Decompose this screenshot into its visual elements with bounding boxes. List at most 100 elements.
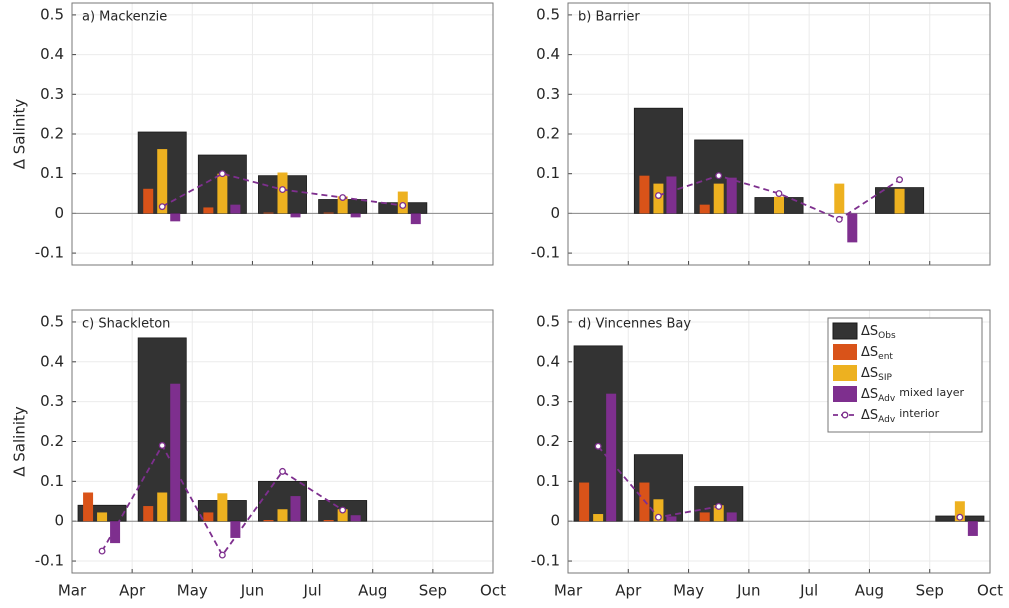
bar xyxy=(170,213,181,222)
panel-title: a) Mackenzie xyxy=(82,10,167,25)
legend-sub: SIP xyxy=(878,373,892,383)
legend-label: ΔSent xyxy=(861,345,893,362)
bar xyxy=(713,505,724,522)
y-tick-label: 0.2 xyxy=(40,125,64,143)
bar xyxy=(143,188,154,214)
y-tick-label: 0.2 xyxy=(536,125,560,143)
bar xyxy=(217,493,228,522)
line-marker xyxy=(158,442,166,449)
line-series xyxy=(101,443,344,557)
bar xyxy=(834,183,845,214)
legend-sub: Adv xyxy=(878,394,896,404)
line-marker xyxy=(715,503,723,510)
bar xyxy=(593,514,604,522)
y-axis-label: Δ Salinity xyxy=(11,99,29,170)
bar xyxy=(217,173,228,214)
y-tick-label: -0.1 xyxy=(531,244,560,262)
bar xyxy=(666,176,677,214)
x-tick-label: Jun xyxy=(736,582,760,600)
legend-label: ΔSObs xyxy=(861,324,896,341)
panel-title: c) Shackleton xyxy=(82,317,170,332)
line-marker xyxy=(654,192,662,199)
bar xyxy=(157,149,168,214)
bar xyxy=(110,521,121,544)
bar xyxy=(726,177,737,214)
y-tick-label: 0.1 xyxy=(40,472,64,490)
bar xyxy=(410,213,421,225)
y-tick-label: 0.5 xyxy=(40,312,64,330)
legend-name: ΔS xyxy=(861,387,878,402)
y-tick-label: 0.5 xyxy=(536,312,560,330)
x-tick-label: Jul xyxy=(799,582,818,600)
legend-label: ΔSAdv interior xyxy=(861,407,940,425)
legend-name: ΔS xyxy=(861,366,878,381)
legend-label: ΔSAdv mixed layer xyxy=(861,386,964,404)
y-tick-label: 0 xyxy=(54,204,64,222)
legend-suffix: interior xyxy=(899,407,939,420)
y-tick-label: 0 xyxy=(54,512,64,530)
x-tick-label: Mar xyxy=(58,582,87,600)
bar xyxy=(337,509,348,522)
legend-marker xyxy=(841,411,849,419)
bar xyxy=(323,212,334,214)
bar xyxy=(350,213,361,218)
axes-box xyxy=(567,309,991,574)
bar xyxy=(713,183,724,214)
bar xyxy=(954,501,965,522)
y-tick-label: 0.3 xyxy=(536,85,560,103)
line-marker xyxy=(594,442,602,450)
legend-sub: Obs xyxy=(878,331,896,341)
bar xyxy=(666,516,677,522)
y-tick-label: 0.3 xyxy=(536,392,560,410)
axes-box xyxy=(71,2,494,266)
y-tick-label: 0.4 xyxy=(536,352,560,370)
y-tick-label: -0.1 xyxy=(35,244,64,262)
legend-sub: ent xyxy=(878,352,893,362)
panel-title: d) Vincennes Bay xyxy=(578,317,691,332)
line-marker xyxy=(775,190,783,197)
x-tick-label: Oct xyxy=(977,582,1003,600)
line-marker xyxy=(98,547,106,555)
line-series xyxy=(658,174,901,221)
bar xyxy=(323,520,334,522)
y-tick-label: 0.5 xyxy=(536,5,560,23)
line-marker xyxy=(279,467,286,475)
line-marker xyxy=(654,513,662,521)
line-marker xyxy=(158,203,166,211)
x-tick-label: Apr xyxy=(119,582,146,600)
x-tick-label: Mar xyxy=(554,582,583,600)
line-marker xyxy=(835,215,843,223)
x-tick-label: Sep xyxy=(419,582,447,600)
y-tick-label: 0.5 xyxy=(40,5,64,23)
line-marker xyxy=(399,202,407,209)
bar xyxy=(263,520,274,522)
legend-label: ΔSSIP xyxy=(861,366,893,383)
line-marker xyxy=(956,513,964,521)
x-tick-label: May xyxy=(177,582,208,600)
x-tick-label: Apr xyxy=(615,582,642,600)
y-tick-label: 0.2 xyxy=(536,432,560,450)
bar xyxy=(203,512,214,522)
bar xyxy=(143,506,154,522)
bar xyxy=(83,492,94,522)
y-tick-label: -0.1 xyxy=(531,552,560,570)
legend-suffix: mixed layer xyxy=(899,386,964,399)
bar xyxy=(967,521,978,536)
y-axis-label: Δ Salinity xyxy=(11,406,29,477)
legend-swatch xyxy=(833,344,857,360)
bar xyxy=(639,482,650,522)
y-tick-label: 0.1 xyxy=(536,472,560,490)
legend-swatch xyxy=(833,386,857,402)
bar xyxy=(894,188,905,214)
bar xyxy=(606,393,617,522)
legend-name: ΔS xyxy=(861,345,878,360)
legend-sub: Adv xyxy=(878,415,896,425)
x-tick-label: May xyxy=(673,582,704,600)
line-marker xyxy=(896,176,904,184)
legend-swatch xyxy=(832,322,858,340)
line-marker xyxy=(715,172,723,180)
bar xyxy=(97,512,108,522)
bar xyxy=(350,515,361,522)
y-tick-label: 0.4 xyxy=(536,45,560,63)
y-tick-label: 0.4 xyxy=(40,352,64,370)
